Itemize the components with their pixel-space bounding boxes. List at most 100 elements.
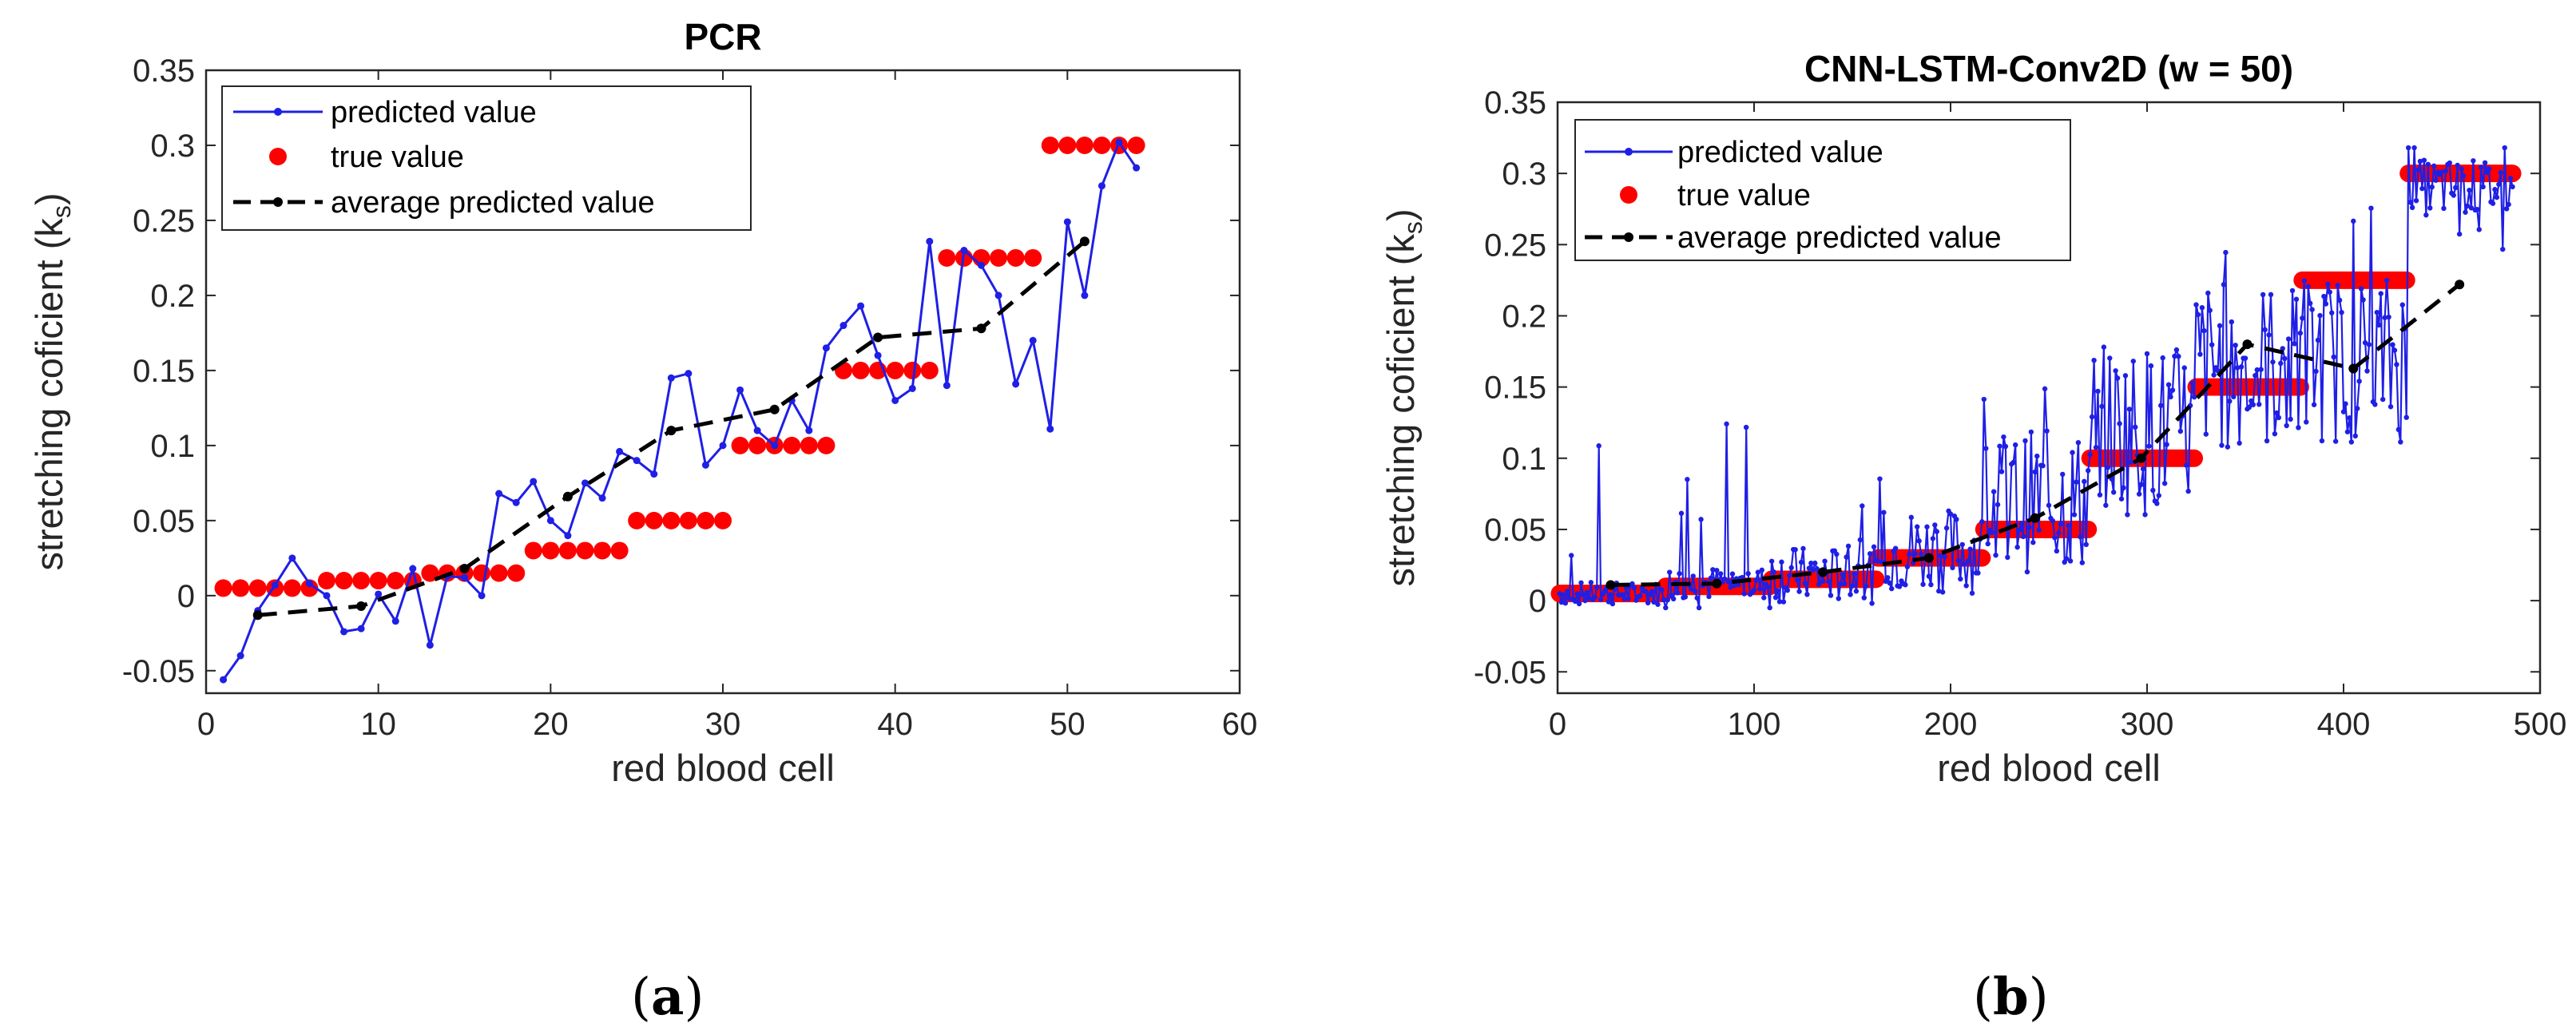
legend-b-marker-average: [1624, 232, 1633, 242]
predicted-value-point: [2063, 556, 2070, 561]
predicted-value-point: [2242, 355, 2249, 361]
predicted-value-point: [1861, 595, 1867, 601]
predicted-value-point: [1924, 524, 1930, 529]
predicted-value-point: [2207, 307, 2213, 313]
y-tick-label-b: 0.2: [1502, 299, 1546, 334]
average-predicted-point: [1712, 578, 1722, 589]
predicted-value-point: [2358, 286, 2364, 291]
predicted-value-point: [1761, 595, 1767, 601]
predicted-value-point: [2101, 344, 2107, 350]
predicted-value-point: [2429, 184, 2435, 190]
predicted-value-point: [1133, 164, 1141, 172]
average-predicted-point: [1818, 567, 1828, 577]
predicted-value-point: [2344, 429, 2351, 434]
x-axis-label-b: red blood cell: [1937, 747, 2161, 789]
predicted-value-point: [1822, 558, 1828, 564]
predicted-value-point: [2122, 373, 2129, 379]
predicted-value-point: [1621, 596, 1627, 602]
predicted-value-point: [1845, 543, 1852, 549]
y-axis-label-b: stretching coficient (ks): [1379, 208, 1427, 586]
predicted-value-point: [2036, 527, 2042, 533]
predicted-value-point: [2464, 203, 2471, 208]
predicted-value-point: [495, 490, 503, 498]
predicted-value-point: [2113, 368, 2118, 374]
predicted-value-point: [1820, 578, 1826, 585]
caption-b-letter: b: [1993, 967, 2029, 1027]
predicted-value-point: [1606, 599, 1612, 605]
predicted-value-point: [2383, 277, 2390, 284]
predicted-value-point: [1698, 517, 1704, 522]
y-tick-label-a: 0.1: [150, 429, 195, 464]
predicted-value-point: [2148, 363, 2154, 369]
y-tick-label-b: 0: [1529, 584, 1546, 619]
predicted-value-point: [2356, 379, 2362, 384]
predicted-value-point: [1804, 592, 1810, 597]
predicted-value-point: [2219, 442, 2225, 448]
predicted-value-point: [1844, 554, 1849, 560]
predicted-value-point: [2082, 478, 2087, 485]
predicted-value-point: [1997, 443, 2002, 449]
predicted-value-point: [2280, 346, 2285, 351]
true-value-point: [714, 511, 732, 529]
average-predicted-point: [1079, 236, 1090, 247]
predicted-value-point: [2507, 176, 2514, 181]
predicted-value-point: [1572, 598, 1578, 605]
predicted-value-point: [2347, 415, 2352, 421]
predicted-value-point: [2020, 533, 2026, 540]
predicted-value-point: [2274, 410, 2280, 416]
predicted-value-point: [1808, 560, 1814, 566]
predicted-value-point: [1767, 605, 1772, 611]
predicted-value-point: [2264, 438, 2270, 444]
predicted-value-point: [2078, 534, 2083, 540]
predicted-value-point: [2107, 355, 2113, 361]
y-tick-label-b: 0.05: [1484, 513, 1546, 548]
predicted-value-point: [1955, 557, 1962, 564]
predicted-value-point: [1918, 551, 1924, 557]
predicted-value-point: [1928, 581, 1934, 588]
predicted-value-point: [822, 344, 830, 352]
predicted-value-point: [2352, 433, 2358, 439]
y-tick-label-b: 0.3: [1502, 157, 1546, 192]
predicted-value-point: [1985, 541, 1991, 547]
predicted-value-point: [2168, 394, 2173, 400]
predicted-value-point: [1576, 601, 1582, 607]
predicted-value-point: [1677, 571, 1682, 577]
predicted-value-point: [2130, 359, 2136, 364]
predicted-value-point: [2253, 373, 2258, 379]
predicted-value-point: [2040, 463, 2046, 469]
y-tick-label-a: 0.05: [133, 504, 195, 539]
x-tick-label-b: 100: [1728, 707, 1781, 742]
predicted-value-point: [1710, 567, 1716, 573]
predicted-value-point: [2394, 362, 2399, 367]
predicted-value-point: [1943, 525, 1950, 531]
predicted-value-point: [2087, 452, 2093, 458]
y-tick-label-b: 0.25: [1484, 228, 1546, 263]
predicted-value-point: [1867, 551, 1873, 557]
predicted-value-point: [2327, 289, 2332, 295]
data-b: [1550, 145, 2522, 611]
predicted-value-point: [2158, 402, 2164, 408]
true-value-point: [748, 436, 767, 454]
predicted-value-point: [2169, 387, 2176, 393]
predicted-value-point: [1796, 589, 1802, 594]
predicted-value-point: [2268, 291, 2274, 298]
predicted-value-point: [1892, 545, 1899, 551]
caption-a-open: (: [631, 968, 651, 1027]
predicted-value-point: [2455, 162, 2460, 169]
predicted-value-point: [1908, 514, 1914, 521]
predicted-value-point: [2323, 301, 2329, 307]
predicted-value-point: [2258, 367, 2264, 372]
true-value-point: [990, 248, 1008, 267]
predicted-value-point: [2278, 360, 2284, 367]
legend-a-marker-true: [269, 148, 287, 165]
predicted-value-point: [2374, 309, 2380, 315]
predicted-value-point: [2386, 314, 2391, 320]
y-axis-label-a-sub: s: [47, 205, 76, 218]
predicted-value-point: [1857, 537, 1864, 543]
predicted-value-point: [1063, 218, 1071, 226]
predicted-value-point: [1998, 469, 2005, 474]
y-axis-label-a-main: stretching coficient (k: [28, 218, 70, 571]
true-value-point: [490, 564, 508, 582]
y-tick-label-a: 0.2: [150, 279, 195, 314]
predicted-value-point: [1938, 553, 1943, 558]
